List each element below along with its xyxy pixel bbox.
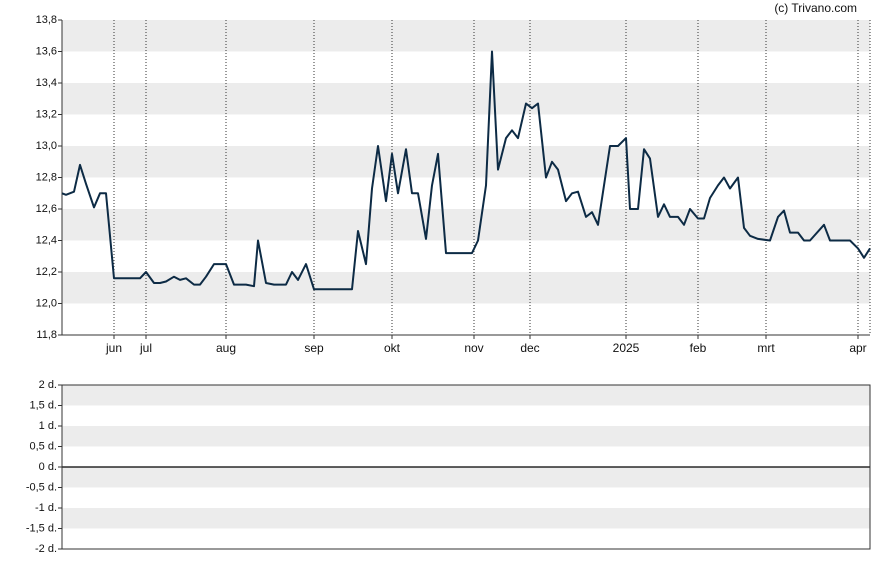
grid-band	[62, 385, 870, 406]
x-tick-label: nov	[464, 341, 483, 355]
y-tick-label: 12,2	[36, 266, 57, 278]
x-tick-label: aug	[216, 341, 236, 355]
grid-band	[62, 209, 870, 241]
grid-band	[62, 20, 870, 52]
y-tick-label: 12,0	[36, 297, 57, 309]
x-tick-label: apr	[849, 341, 866, 355]
grid-band	[62, 467, 870, 488]
x-tick-label: jun	[105, 341, 122, 355]
y-tick-label: -1,5 d.	[26, 522, 57, 534]
y-tick-label: -0,5 d.	[26, 481, 57, 493]
y-tick-label: 13,0	[36, 140, 57, 152]
y-tick-label: 2 d.	[39, 379, 57, 391]
y-tick-label: -1 d.	[35, 502, 57, 514]
grid-band	[62, 272, 870, 304]
x-tick-label: okt	[384, 341, 401, 355]
y-tick-label: 12,8	[36, 171, 57, 183]
y-tick-label: 0,5 d.	[29, 440, 57, 452]
y-tick-label: 13,6	[36, 45, 57, 57]
frame	[61, 384, 871, 550]
y-tick-label: 12,6	[36, 203, 57, 215]
y-tick-label: 12,4	[36, 234, 57, 246]
x-tick-label: feb	[690, 341, 707, 355]
y-tick-label: 13,2	[36, 108, 57, 120]
y-tick-label: 1 d.	[39, 420, 57, 432]
y-tick-label: 0 d.	[39, 461, 57, 473]
x-tick-label: mrt	[757, 341, 775, 355]
x-tick-label: dec	[520, 341, 539, 355]
y-tick-label: 1,5 d.	[29, 399, 57, 411]
y-tick-label: -2 d.	[35, 543, 57, 555]
x-tick-label: jul	[139, 341, 152, 355]
y-tick-label: 11,8	[36, 329, 57, 341]
x-tick-label: 2025	[613, 341, 640, 355]
source: (c) Trivano.com	[774, 1, 857, 15]
grid-band	[62, 508, 870, 529]
price-line	[61, 50, 871, 291]
y-tick-label: 13,4	[36, 77, 57, 89]
grid-band	[62, 426, 870, 447]
y-tick-label: 13,8	[36, 14, 57, 26]
grid-band	[62, 146, 870, 178]
grid-band	[62, 83, 870, 115]
x-tick-label: sep	[304, 341, 324, 355]
